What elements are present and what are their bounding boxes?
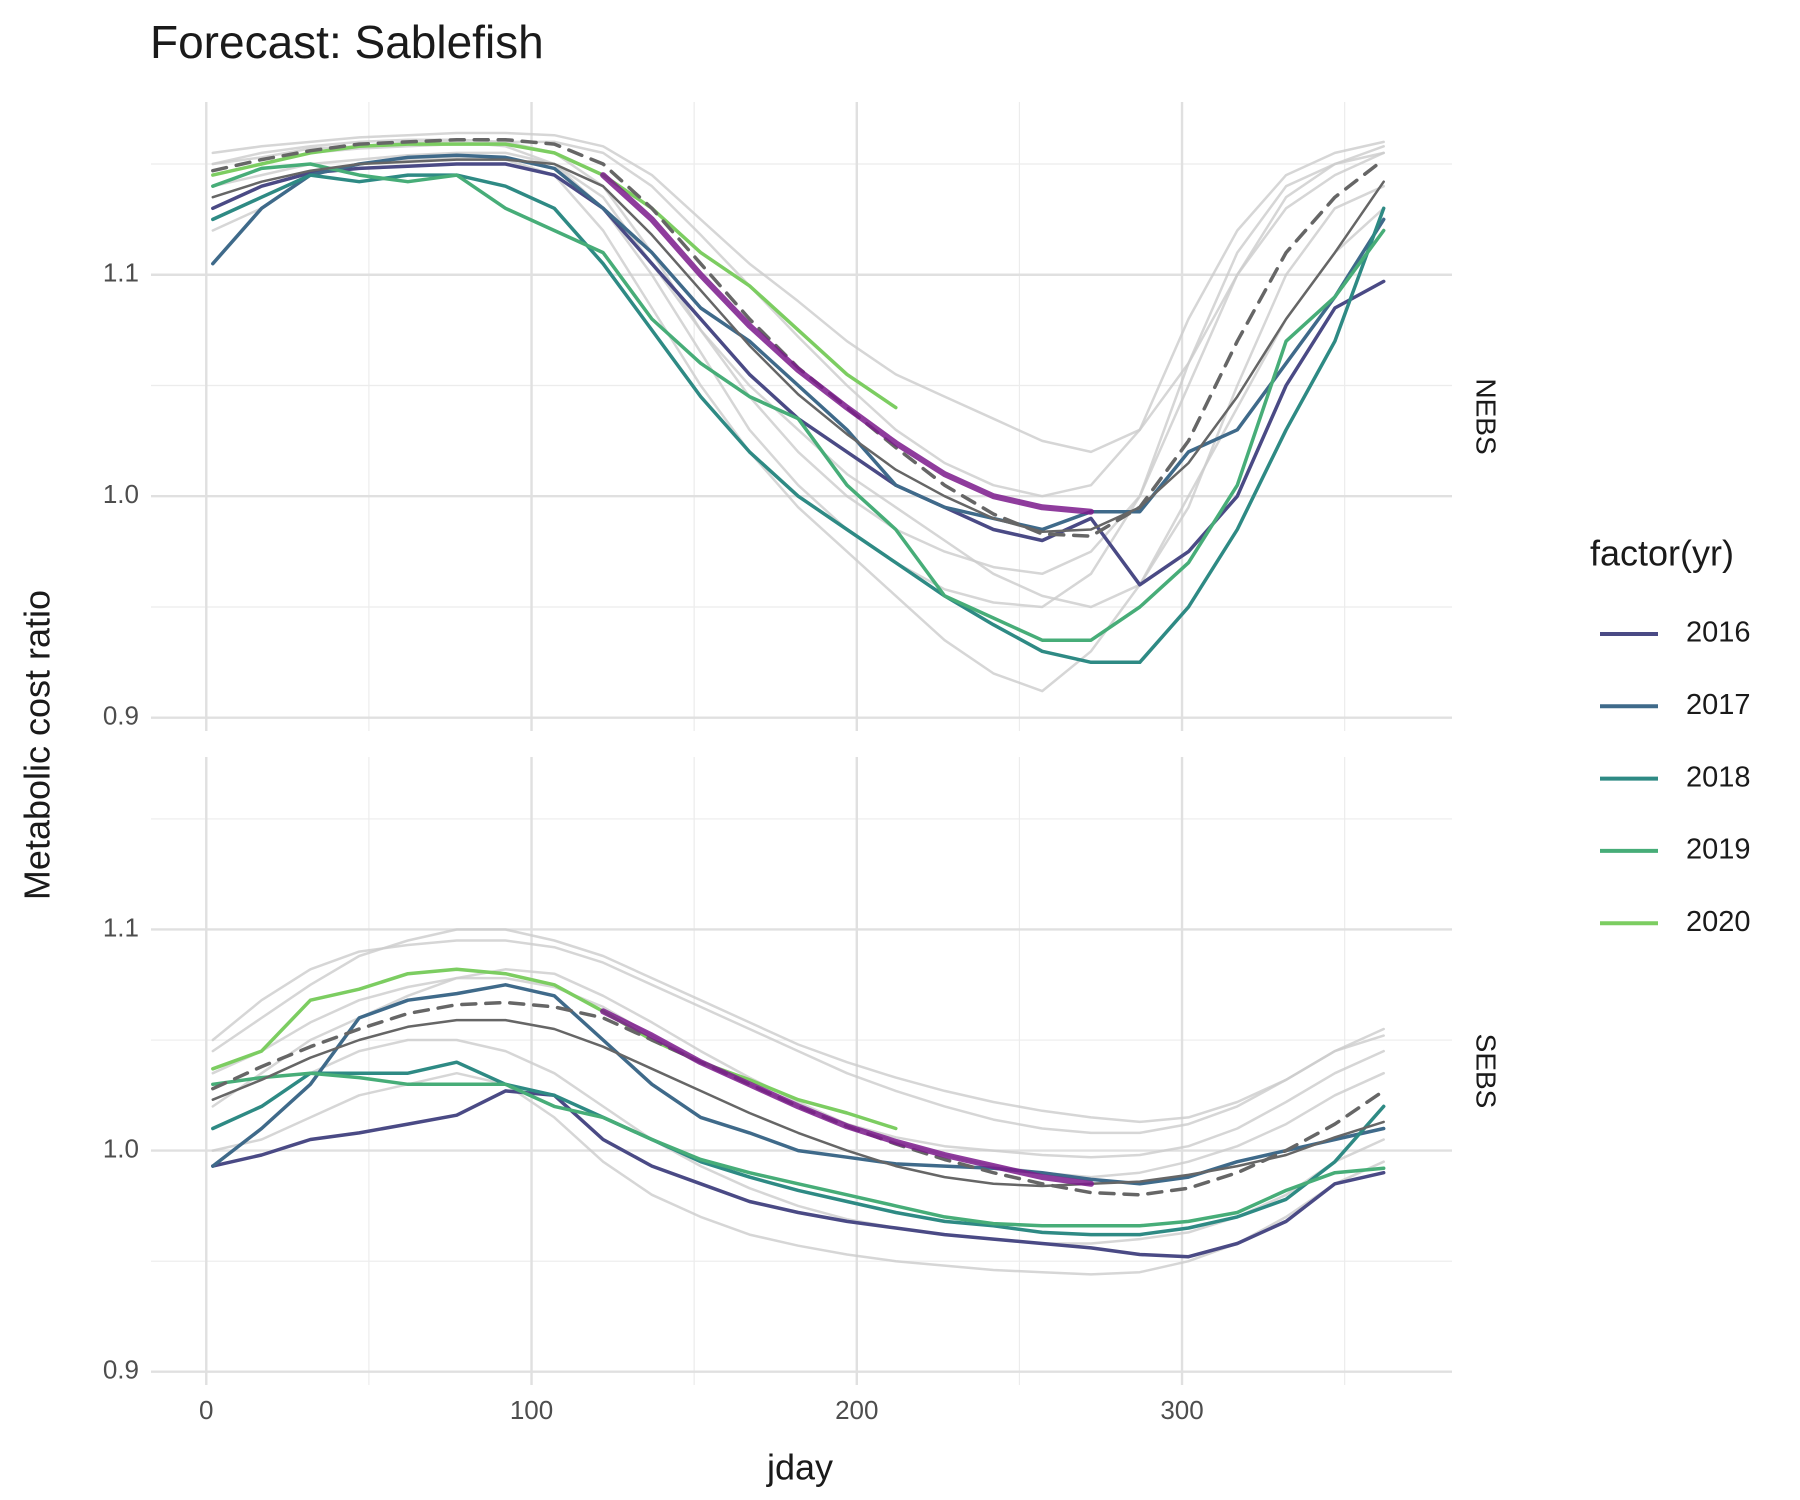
facet-label: SEBS <box>1471 1034 1502 1109</box>
reference-line <box>211 1038 1385 1245</box>
series-line <box>211 162 1386 642</box>
series-line <box>211 983 1386 1186</box>
legend-label: 2016 <box>1686 617 1751 649</box>
legend-label: 2017 <box>1686 689 1751 721</box>
y-tick-label: 1.1 <box>103 258 139 288</box>
y-tick-label: 1.1 <box>103 912 139 942</box>
x-tick-label: 200 <box>835 1395 878 1425</box>
legend-label: 2019 <box>1686 834 1751 866</box>
reference-line <box>600 1008 1094 1187</box>
x-tick-label: 300 <box>1160 1395 1203 1425</box>
series-line <box>211 1089 1386 1259</box>
reference-line <box>211 928 1385 1124</box>
facet-label: NEBS <box>1471 378 1502 454</box>
x-tick-label: 100 <box>510 1395 553 1425</box>
reference-line <box>211 140 1385 609</box>
reference-line <box>211 1018 1385 1188</box>
y-tick-label: 1.0 <box>103 1133 139 1163</box>
series-line <box>211 967 898 1131</box>
y-tick-label: 0.9 <box>103 701 139 731</box>
reference-line <box>211 968 1385 1179</box>
series-line <box>211 1060 1386 1237</box>
reference-line <box>211 151 1385 609</box>
series-line <box>211 153 1386 532</box>
y-tick-label: 1.0 <box>103 479 139 509</box>
reference-line <box>211 138 1385 576</box>
y-tick-label: 0.9 <box>103 1355 139 1385</box>
legend-label: 2018 <box>1686 761 1751 793</box>
series-line <box>211 142 898 410</box>
legend-label: 2020 <box>1686 906 1751 938</box>
reference-line <box>211 158 1385 533</box>
chart-title: Forecast: Sablefish <box>150 16 544 68</box>
reference-line <box>211 140 1385 498</box>
x-tick-label: 0 <box>199 1395 213 1425</box>
series-line <box>211 173 1386 665</box>
legend-title: factor(yr) <box>1590 533 1734 574</box>
reference-line <box>211 156 1385 693</box>
series-line <box>211 1071 1386 1228</box>
series-line <box>211 162 1386 587</box>
reference-line <box>600 172 1094 515</box>
reference-line <box>211 939 1385 1135</box>
x-axis-label: jday <box>766 1447 833 1488</box>
y-axis-label: Metabolic cost ratio <box>17 590 58 900</box>
